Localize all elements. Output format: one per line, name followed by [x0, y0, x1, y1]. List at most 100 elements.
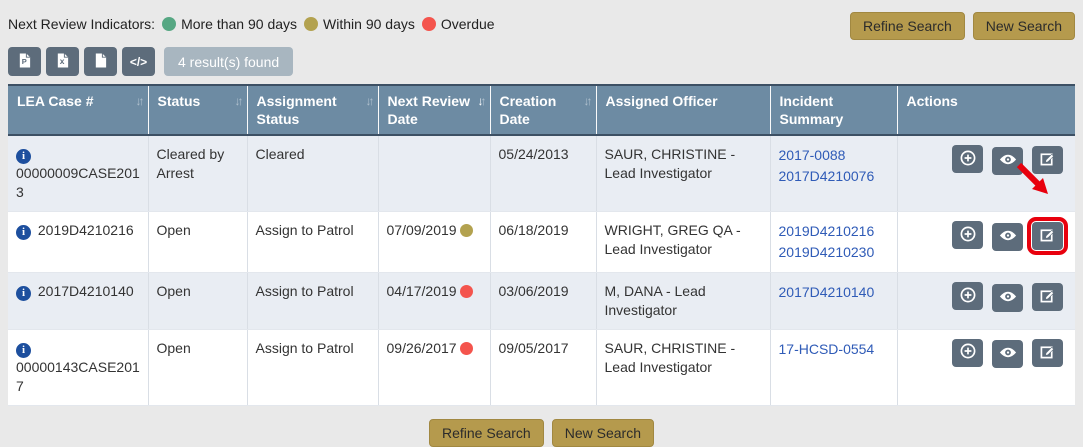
- next-review-date: 09/26/2017: [386, 339, 457, 356]
- view-button[interactable]: [992, 340, 1024, 369]
- export-pdf-button[interactable]: P: [8, 47, 41, 76]
- column-header-creation-date[interactable]: Creation Date ↓↑: [490, 83, 597, 137]
- excel-file-icon: x: [55, 52, 70, 71]
- info-icon[interactable]: i: [16, 286, 31, 302]
- table-row: i 2019D4210216 Open Assign to Patrol 07/…: [8, 211, 1075, 274]
- sort-asc-icon: ↑: [368, 94, 375, 108]
- export-toolbar: P x </> 4 result(s) found: [0, 40, 1083, 84]
- status-cell: Open: [148, 272, 248, 330]
- sort-asc-icon: ↑: [138, 94, 145, 108]
- svg-text:x: x: [60, 56, 65, 66]
- incident-links: 2017-0088 2017D4210076: [779, 145, 891, 187]
- incident-link[interactable]: 2017D4210140: [778, 284, 875, 301]
- incident-link[interactable]: 2017-0088: [778, 147, 846, 164]
- info-icon[interactable]: i: [16, 225, 31, 241]
- assignment-status-cell: Assign to Patrol: [247, 211, 379, 274]
- eye-icon: [999, 153, 1017, 169]
- sort-icons[interactable]: ↓↑: [366, 94, 375, 110]
- olive-indicator-dot: [304, 17, 319, 31]
- edit-button[interactable]: [1032, 339, 1063, 368]
- next-review-date: 07/09/2019: [386, 222, 457, 239]
- lea-case-cell: i 2019D4210216: [8, 211, 149, 274]
- bottom-action-buttons: Refine Search New Search: [0, 418, 1083, 447]
- actions-cell: [897, 272, 1075, 330]
- incident-summary-cell: 17-HCSD-0554: [770, 329, 898, 406]
- column-header-status[interactable]: Status ↓↑: [148, 83, 248, 137]
- status-cell: Open: [148, 211, 248, 274]
- refine-search-button-bottom[interactable]: Refine Search: [429, 418, 544, 447]
- column-header-assigned-officer: Assigned Officer↓↑: [596, 83, 771, 137]
- column-header-lea-case[interactable]: LEA Case # ↓↑: [8, 83, 149, 137]
- creation-date-cell: 03/06/2019: [490, 272, 597, 330]
- file-icon: [93, 52, 108, 71]
- incident-link[interactable]: 17-HCSD-0554: [778, 340, 875, 357]
- assigned-officer-cell: SAUR, CHRISTINE - Lead Investigator: [596, 329, 771, 406]
- top-bar: Next Review Indicators: More than 90 day…: [0, 0, 1083, 40]
- new-search-button-bottom[interactable]: New Search: [551, 418, 654, 447]
- incident-link[interactable]: 2019D4210230: [778, 244, 875, 261]
- next-review-cell: 07/09/2019: [378, 211, 491, 274]
- status-cell: Cleared by Arrest: [148, 135, 248, 213]
- add-button[interactable]: [952, 145, 984, 174]
- sort-icons[interactable]: ↓↑: [136, 94, 145, 110]
- incident-link[interactable]: 2019D4210216: [778, 223, 875, 240]
- results-count-badge: 4 result(s) found: [164, 47, 294, 76]
- info-icon[interactable]: i: [16, 342, 31, 358]
- export-excel-button[interactable]: x: [46, 47, 79, 76]
- incident-links: 2019D4210216 2019D4210230: [779, 221, 891, 263]
- review-indicator-dot: [460, 285, 474, 299]
- green-indicator-dot: [162, 17, 177, 31]
- edit-button[interactable]: [1027, 216, 1068, 255]
- column-header-assignment-status[interactable]: Assignment Status ↓↑: [247, 83, 379, 137]
- next-review-cell: 04/17/2019: [378, 272, 491, 330]
- plus-circle-icon: [960, 287, 976, 306]
- legend-item-label: More than 90 days: [181, 16, 298, 32]
- legend-item-label: Within 90 days: [323, 16, 415, 32]
- legend-item-within-90: Within 90 days: [304, 16, 415, 32]
- results-table: LEA Case # ↓↑ Status ↓↑ Assignment Status ↓…: [8, 83, 1075, 406]
- plus-circle-icon: [960, 343, 976, 362]
- edit-button[interactable]: [1032, 282, 1063, 311]
- lea-case-cell: i 00000143CASE2017: [8, 329, 149, 406]
- header-row: LEA Case # ↓↑ Status ↓↑ Assignment Status ↓…: [8, 83, 1075, 137]
- review-indicator-dot: [460, 224, 474, 238]
- edit-button[interactable]: [1032, 145, 1063, 174]
- incident-link[interactable]: 2017D4210076: [778, 168, 875, 185]
- sort-icons[interactable]: ↓↑: [235, 94, 244, 110]
- assignment-status-cell: Assign to Patrol: [247, 272, 379, 330]
- assigned-officer-cell: M, DANA - Lead Investigator: [596, 272, 771, 330]
- plus-circle-icon: [960, 226, 976, 245]
- table-row: i 00000009CASE2013 Cleared by Arrest Cle…: [8, 135, 1075, 213]
- sort-asc-icon: ↑: [237, 94, 244, 108]
- edit-pencil-icon: [1040, 344, 1055, 362]
- sort-icons[interactable]: ↓↑: [584, 94, 593, 110]
- view-button[interactable]: [992, 222, 1024, 251]
- results-table-wrap: LEA Case # ↓↑ Status ↓↑ Assignment Status ↓…: [8, 83, 1075, 406]
- sort-icons[interactable]: ↓↑: [478, 94, 487, 110]
- info-icon[interactable]: i: [16, 149, 31, 165]
- column-header-next-review-date[interactable]: Next Review Date ↓↑: [378, 83, 491, 137]
- actions-cell: [897, 135, 1075, 213]
- case-number: 00000143CASE2017: [16, 358, 140, 394]
- creation-date-cell: 09/05/2017: [490, 329, 597, 406]
- incident-summary-cell: 2017-0088 2017D4210076: [770, 135, 898, 213]
- legend-item-overdue: Overdue: [421, 16, 495, 32]
- add-button[interactable]: [952, 221, 984, 250]
- review-indicator-dot: [460, 341, 474, 355]
- view-button[interactable]: [992, 283, 1024, 312]
- assignment-status-cell: Assign to Patrol: [247, 329, 379, 406]
- refine-search-button-top[interactable]: Refine Search: [850, 12, 965, 40]
- creation-date-cell: 06/18/2019: [490, 211, 597, 274]
- legend-item-label: Overdue: [440, 16, 495, 32]
- top-action-buttons: Refine Search New Search: [850, 12, 1075, 40]
- next-review-cell: 09/26/2017: [378, 329, 491, 406]
- code-icon: </>: [129, 54, 148, 69]
- table-row: i 2017D4210140 Open Assign to Patrol 04/…: [8, 272, 1075, 330]
- new-search-button-top[interactable]: New Search: [972, 12, 1075, 40]
- view-button[interactable]: [992, 146, 1024, 175]
- add-button[interactable]: [952, 282, 984, 311]
- export-code-button[interactable]: </>: [122, 47, 155, 76]
- add-button[interactable]: [952, 338, 984, 367]
- export-file-button[interactable]: [84, 47, 117, 76]
- sort-asc-icon: ↑: [586, 94, 593, 108]
